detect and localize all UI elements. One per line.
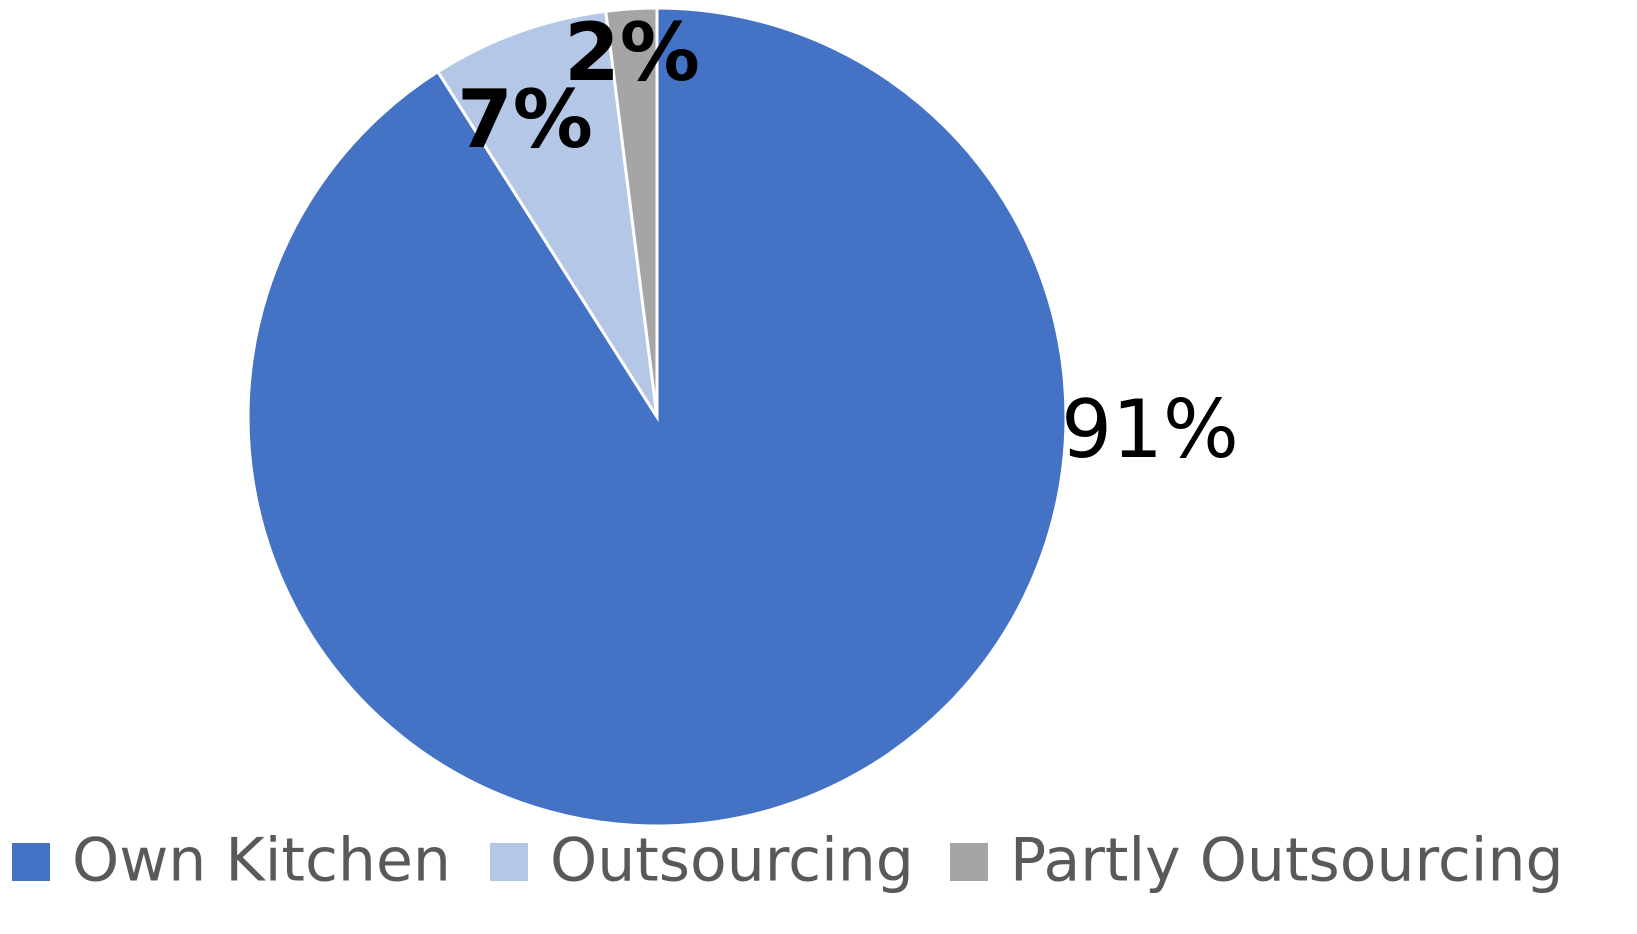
pie-slice xyxy=(604,6,659,418)
data-label: 7% xyxy=(457,73,593,166)
legend-swatch xyxy=(490,843,528,881)
legend-swatch xyxy=(950,843,988,881)
legend-swatch xyxy=(12,843,50,881)
legend-label: Outsourcing xyxy=(550,826,914,896)
data-label: 2% xyxy=(564,6,700,99)
legend-label: Partly Outsourcing xyxy=(1010,826,1564,896)
legend-label: Own Kitchen xyxy=(72,826,451,896)
pie-slice xyxy=(435,9,659,418)
data-label: 91% xyxy=(1061,383,1239,476)
